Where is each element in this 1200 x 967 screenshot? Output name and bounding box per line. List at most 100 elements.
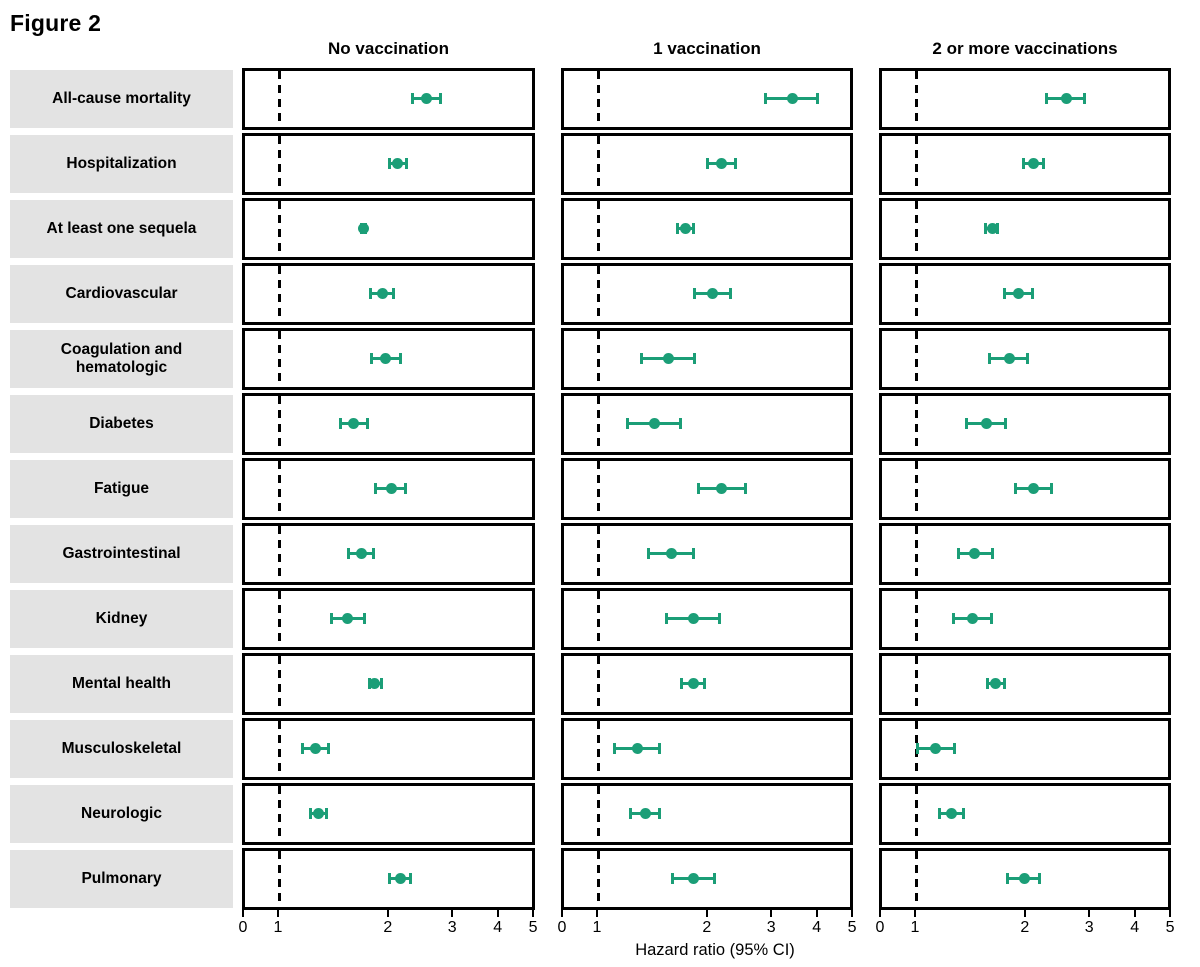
reference-line xyxy=(915,331,918,387)
column-header: 2 or more vaccinations xyxy=(932,39,1118,58)
point-estimate xyxy=(706,288,718,299)
ci-cap-low xyxy=(1014,483,1018,494)
ci-cap-low xyxy=(764,93,768,104)
outcome-label: Fatigue xyxy=(10,460,233,518)
reference-line xyxy=(597,201,600,257)
reference-line xyxy=(915,461,918,517)
ci-cap-high xyxy=(324,808,328,819)
forest-panel xyxy=(561,783,853,845)
point-estimate xyxy=(715,158,727,169)
reference-line xyxy=(597,786,600,842)
x-tick-label: 4 xyxy=(812,919,822,936)
ci-cap-high xyxy=(729,288,733,299)
x-tick xyxy=(242,910,244,917)
forest-panel xyxy=(561,68,853,130)
forest-panel xyxy=(242,263,535,325)
forest-panel xyxy=(242,783,535,845)
forest-panel xyxy=(561,848,853,910)
x-tick-label: 0 xyxy=(238,919,248,936)
point-estimate xyxy=(310,743,322,754)
x-tick-label: 4 xyxy=(493,919,503,936)
ci-cap-low xyxy=(1022,158,1026,169)
reference-line xyxy=(278,591,281,647)
reference-line xyxy=(278,71,281,127)
ci-cap-low xyxy=(985,678,989,689)
reference-line xyxy=(597,71,600,127)
ci-cap-high xyxy=(1042,158,1046,169)
outcome-label: Mental health xyxy=(10,655,233,713)
reference-line xyxy=(597,656,600,712)
ci-cap-low xyxy=(308,808,312,819)
outcome-label: At least one sequela xyxy=(10,200,233,258)
ci-cap-low xyxy=(696,483,700,494)
point-estimate xyxy=(1012,288,1024,299)
ci-cap-high xyxy=(658,808,662,819)
x-tick xyxy=(596,910,598,917)
ci-cap-low xyxy=(647,548,651,559)
ci-cap-low xyxy=(370,353,374,364)
ci-cap-low xyxy=(956,548,960,559)
forest-panel xyxy=(561,523,853,585)
ci-cap-high xyxy=(990,613,994,624)
ci-cap-high xyxy=(1050,483,1054,494)
point-estimate xyxy=(666,548,677,559)
forest-panel xyxy=(242,848,535,910)
point-estimate xyxy=(786,93,798,104)
ci-cap-high xyxy=(392,288,396,299)
point-estimate xyxy=(967,613,979,624)
forest-panel xyxy=(879,263,1171,325)
reference-line xyxy=(915,266,918,322)
point-estimate xyxy=(1003,353,1015,364)
x-tick xyxy=(561,910,563,917)
outcome-label: Musculoskeletal xyxy=(10,720,233,778)
x-tick-label: 3 xyxy=(1084,919,1094,936)
x-tick-label: 1 xyxy=(592,919,602,936)
ci-cap-low xyxy=(915,743,919,754)
point-estimate xyxy=(930,743,942,754)
ci-cap-low xyxy=(640,353,643,364)
point-estimate xyxy=(392,158,404,169)
x-tick xyxy=(1133,910,1136,917)
ci-cap-high xyxy=(691,223,695,234)
point-estimate xyxy=(379,353,391,364)
x-tick-label: 5 xyxy=(847,919,857,936)
x-tick xyxy=(451,910,454,917)
ci-cap-low xyxy=(387,873,391,884)
ci-cap-low xyxy=(367,678,371,689)
forest-panel xyxy=(561,263,853,325)
forest-panel xyxy=(879,198,1171,260)
column-header: No vaccination xyxy=(328,39,449,58)
point-estimate xyxy=(376,288,388,299)
ci-cap-high xyxy=(815,93,819,104)
x-tick xyxy=(1023,910,1026,917)
reference-line xyxy=(915,526,918,582)
ci-cap-low xyxy=(628,808,632,819)
reference-line xyxy=(915,786,918,842)
ci-cap-high xyxy=(658,743,662,754)
ci-cap-low xyxy=(411,93,415,104)
x-tick-label: 0 xyxy=(875,919,885,936)
reference-line xyxy=(597,396,600,452)
reference-line xyxy=(915,656,918,712)
figure-title: Figure 2 xyxy=(10,10,102,36)
forest-panel xyxy=(879,523,1171,585)
x-tick xyxy=(496,910,499,917)
ci-cap-high xyxy=(1002,678,1006,689)
x-tick xyxy=(914,910,916,917)
forest-panel xyxy=(879,588,1171,650)
reference-line xyxy=(278,266,281,322)
ci-cap-low xyxy=(369,288,373,299)
forest-panel xyxy=(242,458,535,520)
x-tick xyxy=(532,910,535,917)
outcome-label: Diabetes xyxy=(10,395,233,453)
forest-panel xyxy=(561,393,853,455)
forest-panel xyxy=(879,328,1171,390)
reference-line xyxy=(278,396,281,452)
forest-panel xyxy=(242,68,535,130)
ci-cap-high xyxy=(398,353,402,364)
reference-line xyxy=(597,721,600,777)
point-estimate xyxy=(1060,93,1072,104)
ci-cap-high xyxy=(703,678,707,689)
reference-line xyxy=(278,136,281,192)
ci-cap-low xyxy=(373,483,377,494)
